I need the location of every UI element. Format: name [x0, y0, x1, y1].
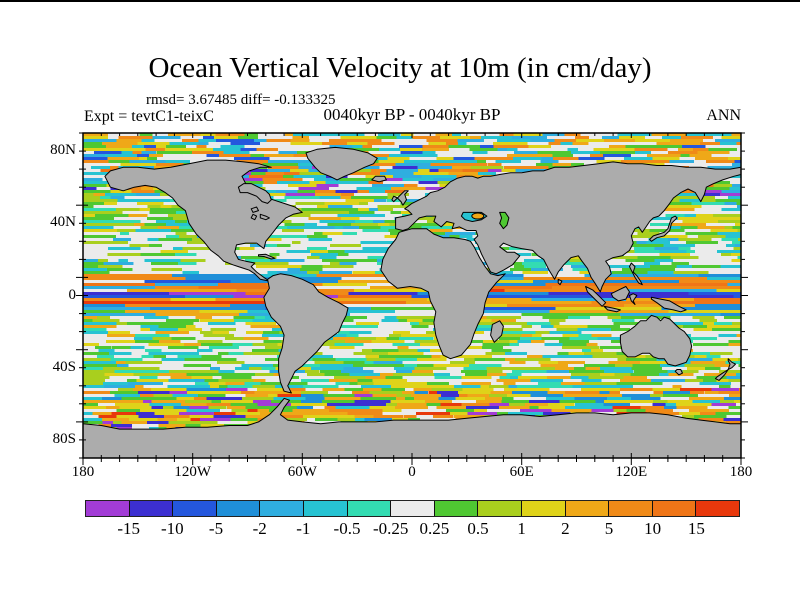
colorbar-tick-label: 1	[517, 519, 526, 538]
continent-landmass	[305, 146, 378, 181]
continents-layer	[82, 146, 742, 459]
continent-landmass	[557, 278, 563, 286]
top-border-line	[0, 0, 800, 2]
colorbar-tick-label: 5	[604, 519, 614, 538]
continent-landmass	[714, 369, 729, 381]
continent-landmass	[629, 262, 643, 286]
y-axis-label: 80S	[52, 430, 76, 447]
y-axis-label: 80N	[50, 142, 76, 159]
period-label: 0040kyr BP - 0040kyr BP	[323, 105, 501, 124]
continent-landmass	[585, 286, 607, 307]
colorbar-segment	[302, 501, 347, 516]
x-axis-label: 120W	[174, 464, 211, 480]
continent-landmass	[490, 320, 504, 343]
colorbar-segment	[520, 501, 565, 516]
colorbar-tick-label: 15	[687, 519, 705, 538]
continent-landmass	[380, 228, 506, 360]
x-axis-label: 180	[729, 464, 753, 480]
colorbar-segment	[608, 501, 652, 516]
continent-landmass	[674, 369, 683, 376]
continent-landmass	[263, 273, 349, 394]
y-axis-label: 0	[68, 286, 77, 303]
x-axis-label: 0	[408, 464, 416, 480]
colorbar-segment	[259, 501, 303, 516]
continent-landmass	[82, 397, 742, 459]
colorbar-segment	[477, 501, 521, 516]
stats-annotation: rmsd= 3.67485 diff= -0.133325	[146, 92, 336, 108]
continent-landmass	[395, 161, 742, 293]
colorbar-tick-label: -0.5	[333, 519, 361, 538]
colorbar-segment	[564, 501, 609, 516]
hudson-bay-outline	[237, 183, 272, 204]
colorbar-segment	[651, 501, 696, 516]
x-axis-label: 60W	[287, 464, 317, 480]
colorbar-tick-label: -5	[208, 519, 224, 538]
continent-landmass	[619, 314, 693, 367]
continent-landmass	[649, 215, 678, 242]
continent-landmass	[391, 195, 398, 203]
colorbar-tick-label: -0.25	[372, 519, 409, 538]
y-axis-label: 40S	[52, 358, 76, 375]
continent-landmass	[603, 305, 621, 313]
colorbar-tick-label: 2	[561, 519, 570, 538]
colorbar-segment	[215, 501, 260, 516]
x-axis-label: 120E	[615, 464, 648, 480]
great-lake-outline	[250, 213, 258, 221]
colorbar-segment	[172, 501, 216, 516]
colorbar-tick-label: -10	[160, 519, 184, 538]
continent-landmass	[727, 358, 736, 370]
colorbar-tick-label: -2	[252, 519, 267, 538]
season-label: ANN	[706, 107, 741, 124]
experiment-label: Expt = tevtC1-teixC	[84, 108, 214, 125]
continent-landmass	[371, 175, 387, 183]
continent-landmass	[258, 253, 276, 260]
colorbar-segment	[128, 501, 173, 516]
chart-title: Ocean Vertical Velocity at 10m (in cm/da…	[148, 52, 652, 84]
colorbar-tick-label: 10	[644, 519, 662, 538]
colorbar-tick-label: 0.5	[467, 519, 489, 538]
colorbar-tick-label: 0.25	[419, 519, 450, 538]
caspian-sea	[499, 211, 510, 230]
colorbar	[85, 500, 740, 517]
continent-landmass	[610, 286, 630, 302]
world-map	[76, 132, 748, 465]
map-frame	[82, 132, 742, 459]
x-axis-label: 180	[71, 464, 95, 480]
continent-landmass	[650, 296, 687, 313]
black-sea-data-patch	[471, 212, 485, 220]
colorbar-segment	[86, 501, 129, 516]
colorbar-segment	[390, 501, 434, 516]
great-lake-outline	[259, 213, 270, 221]
continent-landmass	[396, 190, 409, 206]
y-axis-label: 40N	[50, 214, 76, 231]
great-lake-outline	[250, 206, 259, 213]
colorbar-segment	[695, 501, 739, 516]
colorbar-tick-label: -1	[296, 519, 311, 538]
continent-landmass	[629, 293, 638, 305]
colorbar-tick-label: -15	[117, 519, 140, 538]
colorbar-segment	[346, 501, 391, 516]
x-axis-label: 60E	[509, 464, 534, 480]
colorbar-segment	[433, 501, 478, 516]
